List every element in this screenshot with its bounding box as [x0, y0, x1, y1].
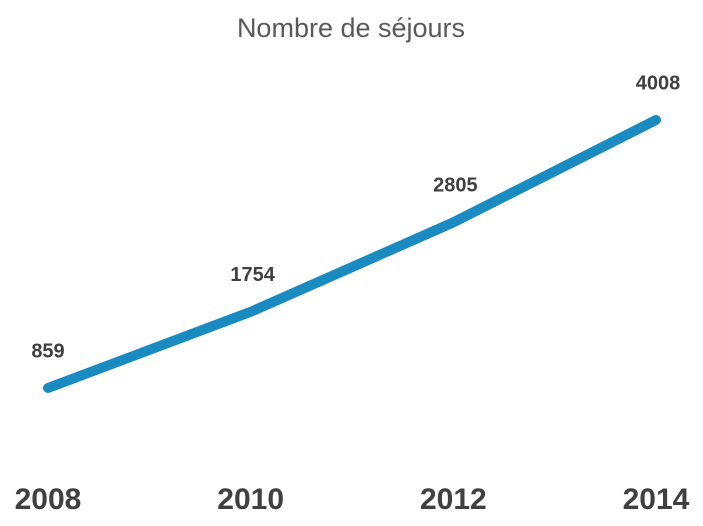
x-tick-label: 2008	[15, 483, 82, 516]
data-label: 859	[31, 340, 64, 362]
x-tick-label: 2010	[217, 483, 284, 516]
x-tick-label: 2014	[623, 483, 690, 516]
data-label: 2805	[433, 175, 478, 197]
line	[43, 115, 661, 393]
chart-title: Nombre de séjours	[237, 13, 465, 43]
data-label: 1754	[230, 264, 275, 286]
data-label: 4008	[636, 72, 681, 94]
x-tick-label: 2012	[420, 483, 487, 516]
